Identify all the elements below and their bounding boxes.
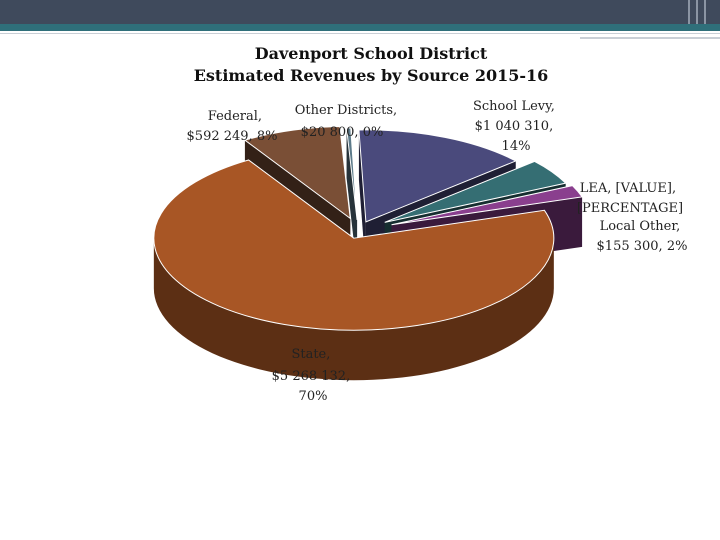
slice-label-other-districts-line-1: Other Districts, [295,103,397,118]
slice-label-federal-line-1: Federal, [208,109,262,124]
slide-corner-decoration [684,0,712,24]
slice-label-other-districts: Other Districts, $20 800, 0% [295,103,402,140]
slice-school-levy [358,129,517,223]
slice-label-other-districts-line-2: $20 800, 0% [301,125,384,140]
slice-label-lea: LEA, [VALUE], [PERCENTAGE] [577,181,683,216]
slice-label-school-levy-line-1: School Levy, [473,99,555,114]
slice-label-school-levy: School Levy, $1 040 310, 14% [473,99,559,154]
slice-label-state-line-3: 70% [299,389,328,404]
pie-slices [153,125,583,331]
slice-lea [384,160,567,223]
chart-title: Davenport School District [255,44,488,63]
slice-label-federal: Federal, $592 249, 8% [187,109,278,144]
slide-header-accent [0,24,720,31]
chart-subtitle: Estimated Revenues by Source 2015-16 [194,66,549,85]
slice-label-federal-line-2: $592 249, 8% [187,129,278,144]
slice-state [153,159,555,331]
slice-other-districts [346,127,358,220]
slice-label-local-other: Local Other, $155 300, 2% [597,219,688,254]
slice-label-local-other-line-1: Local Other, [600,219,681,234]
slice-label-school-levy-line-2: $1 040 310, [475,119,554,134]
slice-label-state-line-2: $5 268 132, [272,369,351,384]
slice-federal [243,125,351,220]
slice-label-state-line-1: State, [291,347,330,362]
slice-label-lea-line-2: [PERCENTAGE] [577,201,683,216]
slide-header-band [0,0,720,24]
slice-label-school-levy-line-3: 14% [502,139,531,154]
slide-header-rule [0,33,720,34]
slice-local-other [391,185,583,226]
slice-label-local-other-line-2: $155 300, 2% [597,239,688,254]
slice-label-state: State, $5 268 132, 70% [272,347,355,404]
slice-label-lea-line-1: LEA, [VALUE], [580,181,676,196]
slide-header-rule-short [580,37,720,39]
